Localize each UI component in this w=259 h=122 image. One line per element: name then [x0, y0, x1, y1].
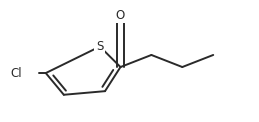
Text: S: S [96, 40, 104, 53]
Text: Cl: Cl [10, 67, 22, 80]
Text: O: O [116, 9, 125, 22]
